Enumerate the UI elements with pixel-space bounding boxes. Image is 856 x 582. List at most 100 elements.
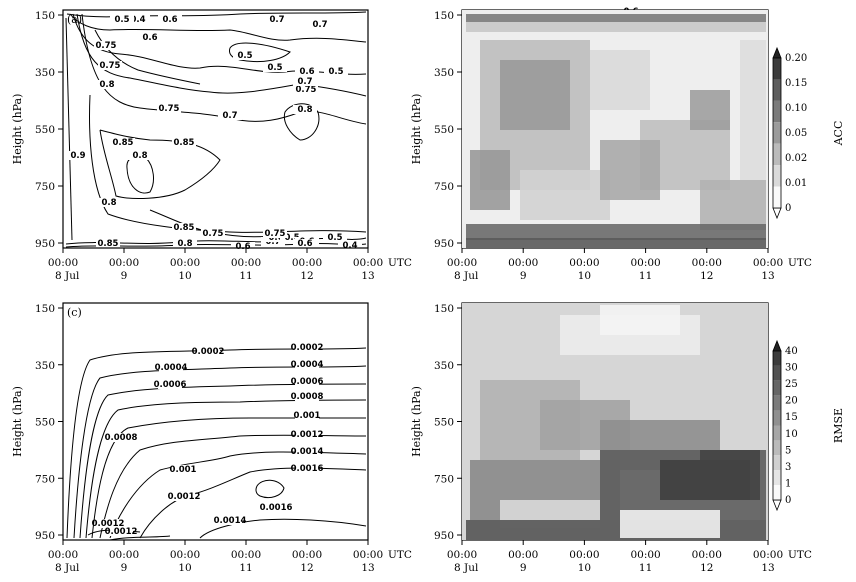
contour-label: 0.0012 bbox=[105, 527, 138, 537]
panel-label: (c) bbox=[67, 306, 82, 319]
contour-label: 0.4 bbox=[130, 15, 145, 25]
y-tick-label: 550 bbox=[35, 417, 55, 429]
x-tick-label: 00:00 bbox=[753, 549, 783, 561]
contour-line bbox=[283, 103, 320, 141]
x-tick-label: 00:00 bbox=[569, 549, 599, 561]
colorbar-tick: 30 bbox=[785, 363, 798, 374]
contour-label: 0.75 bbox=[203, 229, 224, 239]
colorbar-tick: 0.01 bbox=[785, 178, 807, 189]
colorbar-tick: 5 bbox=[785, 445, 791, 456]
contour-line bbox=[89, 94, 367, 233]
contour-label: 0.0008 bbox=[291, 392, 324, 402]
contour-label: 0.0008 bbox=[105, 433, 138, 443]
y-tick-label: 950 bbox=[35, 238, 55, 250]
x-tick-label: 00:00 bbox=[692, 549, 722, 561]
y-tick-label: 550 bbox=[35, 124, 55, 136]
contour-label: 0.85 bbox=[113, 138, 134, 148]
contour-label: 0.5 bbox=[237, 51, 252, 61]
x-tick-label: 00:00 bbox=[353, 549, 383, 561]
contour-label: 0.0002 bbox=[291, 343, 324, 353]
contour-label: 0.75 bbox=[296, 85, 317, 95]
contour-label: 0.0004 bbox=[291, 360, 324, 370]
x-day-label: 12 bbox=[700, 562, 713, 574]
colorbar-tick: 20 bbox=[785, 396, 798, 407]
colorbar-tick: 0.05 bbox=[785, 128, 807, 139]
x-unit-label: UTC bbox=[388, 549, 412, 561]
contour-line bbox=[79, 383, 367, 539]
x-day-label: 10 bbox=[578, 270, 591, 282]
x-tick-label: 00:00 bbox=[231, 257, 261, 269]
contour-label: 0.0014 bbox=[214, 516, 247, 526]
x-day-label: 10 bbox=[178, 270, 191, 282]
colorbar-tick: 10 bbox=[785, 429, 798, 440]
x-tick-label: 00:00 bbox=[447, 549, 477, 561]
contour-label: 0.9 bbox=[70, 151, 85, 161]
contour-label: 0.7 bbox=[312, 20, 327, 30]
colorbar-tick: 0.15 bbox=[785, 78, 807, 89]
contour-label: 0.85 bbox=[174, 223, 195, 233]
x-day-label: 12 bbox=[300, 270, 313, 282]
x-day-label: 10 bbox=[178, 562, 191, 574]
x-day-label: 11 bbox=[239, 270, 252, 282]
colorbar-tick: 0 bbox=[785, 495, 791, 506]
contour-line bbox=[199, 518, 367, 539]
colorbar: 0 0.01 0.02 0.05 0.10 0.15 0.20 ACC bbox=[772, 46, 845, 220]
contour-label: 0.5 bbox=[284, 233, 299, 243]
contour-line bbox=[76, 13, 367, 97]
x-tick-label: 00:00 bbox=[630, 257, 660, 269]
colorbar-tick: 40 bbox=[785, 346, 798, 357]
x-tick-label: 00:00 bbox=[170, 257, 200, 269]
colorbar-tick: 15 bbox=[785, 412, 798, 423]
x-day-label: 12 bbox=[300, 562, 313, 574]
contour-label: 0.8 bbox=[99, 80, 114, 90]
panel-b-shading bbox=[462, 10, 768, 248]
contour-label: 0.8 bbox=[177, 239, 192, 249]
x-tick-label: 00:00 bbox=[48, 549, 78, 561]
contour-label: 0.6 bbox=[142, 33, 157, 43]
x-tick-label: 00:00 bbox=[447, 257, 477, 269]
y-tick-label: 950 bbox=[35, 530, 55, 542]
x-tick-label: 00:00 bbox=[508, 549, 538, 561]
x-tick-label: 00:00 bbox=[569, 257, 599, 269]
panel-c: 0.0002 0.0002 0.0004 0.0004 0.0006 0.0006 0.00… bbox=[11, 302, 412, 574]
y-tick-label: 750 bbox=[35, 181, 55, 193]
x-day-label: 11 bbox=[639, 270, 652, 282]
x-day-label: 9 bbox=[520, 562, 527, 574]
y-tick-label: 950 bbox=[434, 238, 454, 250]
contour-line bbox=[69, 13, 367, 43]
contour-label: 0.75 bbox=[159, 104, 180, 114]
colorbar-tick: 0 bbox=[785, 203, 791, 214]
contour-line bbox=[109, 535, 171, 541]
colorbar: 0 1 3 5 10 15 20 25 30 40 RMSE bbox=[772, 339, 845, 512]
colorbar-label: RMSE bbox=[832, 408, 845, 443]
contour-label: 0.6 bbox=[235, 242, 250, 252]
x-tick-label: 00:00 bbox=[48, 257, 78, 269]
contour-label: 0.0012 bbox=[168, 492, 201, 502]
contour-line bbox=[229, 42, 291, 63]
y-tick-label: 350 bbox=[434, 67, 454, 79]
contour-label: 0.5 bbox=[114, 15, 129, 25]
y-tick-label: 150 bbox=[434, 303, 454, 315]
x-day-label: 9 bbox=[121, 270, 128, 282]
y-axis-label: Height (hPa) bbox=[11, 94, 24, 165]
y-axis-label: Height (hPa) bbox=[11, 386, 24, 457]
contour-line bbox=[66, 11, 367, 18]
y-tick-label: 350 bbox=[434, 360, 454, 372]
contour-label: 0.0016 bbox=[260, 503, 293, 513]
x-day-label: 13 bbox=[361, 270, 374, 282]
y-tick-label: 550 bbox=[434, 417, 454, 429]
contour-label: 0.5 bbox=[327, 233, 342, 243]
y-tick-label: 550 bbox=[434, 124, 454, 136]
x-day-label: 11 bbox=[639, 562, 652, 574]
x-day-label: 8 Jul bbox=[454, 562, 479, 574]
contour-label: 0.7 bbox=[222, 111, 237, 121]
x-day-label: 8 Jul bbox=[55, 562, 80, 574]
contour-label: 0.6 bbox=[297, 239, 312, 249]
contour-label: 0.001 bbox=[170, 465, 197, 475]
contour-line bbox=[139, 467, 367, 539]
x-unit-label: UTC bbox=[388, 257, 412, 269]
x-tick-label: 00:00 bbox=[630, 549, 660, 561]
contour-line bbox=[255, 479, 285, 499]
contour-label: 0.75 bbox=[96, 41, 117, 51]
